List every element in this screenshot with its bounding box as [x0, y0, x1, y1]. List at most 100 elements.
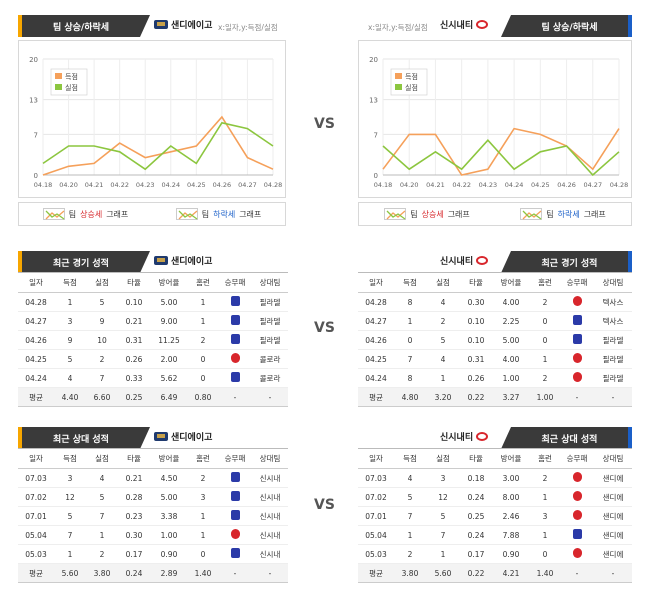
table-header-row: 일자 득점 실점 타율 방어율 홈런 승무패 상대팀 — [358, 448, 632, 469]
table-cell: 2 — [188, 330, 218, 350]
table-cell: 0.17 — [118, 544, 150, 564]
table-cell: 2 — [530, 368, 560, 388]
right-h2h-header-text: 최근 상대 성적 — [541, 434, 598, 445]
average-cell: - — [594, 563, 632, 583]
table-cell: 4.50 — [150, 468, 188, 488]
table-cell: 5 — [86, 487, 118, 507]
table-cell: 0 — [188, 349, 218, 369]
average-cell: 5.60 — [426, 563, 460, 583]
table-cell: 07.02 — [358, 487, 394, 507]
table-cell: 0 — [530, 544, 560, 564]
table-cell: 필라델 — [594, 349, 632, 369]
legend-swatch — [55, 84, 62, 90]
legend-down-item-r: 팀 하락세 그래프 — [520, 208, 606, 220]
average-cell: 0.24 — [118, 563, 150, 583]
legend-up-label: 상승세 — [80, 209, 103, 219]
right-chart-header: 팀 상승/하락세 — [511, 15, 628, 37]
result-cell — [218, 506, 252, 526]
table-cell: 2 — [86, 544, 118, 564]
average-cell: 6.60 — [86, 387, 118, 407]
column-header: 실점 — [86, 272, 118, 293]
table-cell: 1.00 — [492, 368, 530, 388]
table-row: 04.26 9 10 0.31 11.25 2 필라델 — [18, 330, 288, 350]
column-header: 실점 — [426, 272, 460, 293]
h2h-accent-left — [18, 427, 22, 449]
average-cell: 평균 — [18, 563, 54, 583]
loss-badge-icon — [572, 353, 582, 363]
table-cell: 0 — [530, 330, 560, 350]
right-axis-note: x:일자,y:득점/실점 — [368, 23, 428, 32]
table-cell: 07.03 — [358, 468, 394, 488]
average-cell: 6.49 — [150, 387, 188, 407]
right-recent-header: 최근 경기 성적 — [511, 251, 628, 273]
x-tick-label: 04.27 — [583, 181, 602, 189]
table-cell: 04.26 — [18, 330, 54, 350]
table-cell: 4 — [86, 468, 118, 488]
legend-up-prefix-r: 팀 — [410, 209, 418, 219]
x-tick-label: 04.20 — [400, 181, 419, 189]
win-badge-icon — [572, 529, 582, 539]
table-cell: 11.25 — [150, 330, 188, 350]
table-header-row: 일자 득점 실점 타율 방어율 홈런 승무패 상대팀 — [358, 272, 632, 293]
legend-up-item: 팀 상승세 그래프 — [42, 208, 129, 220]
right-h2h-table: 일자 득점 실점 타율 방어율 홈런 승무패 상대팀 07.03 4 3 0.18 3.00 2 샌디에 07… — [358, 448, 632, 583]
table-row: 04.24 8 1 0.26 1.00 2 필라델 — [358, 368, 632, 388]
win-badge-icon — [230, 548, 240, 558]
table-cell: 1 — [188, 311, 218, 331]
table-row: 04.27 3 9 0.21 9.00 1 필라델 — [18, 311, 288, 331]
average-cell: 3.80 — [394, 563, 426, 583]
table-row: 07.01 5 7 0.23 3.38 1 신시내 — [18, 506, 288, 526]
padres-logo-icon — [154, 432, 168, 441]
table-cell: 2 — [188, 468, 218, 488]
table-cell: 1 — [188, 506, 218, 526]
average-cell: - — [218, 387, 252, 407]
average-cell: - — [560, 387, 594, 407]
left-trend-chart: 0 7 13 20 04.18 04.20 04.21 04.22 04.23 04.24 04.2… — [29, 56, 282, 189]
legend-label: 득점 — [65, 73, 78, 81]
table-cell: 0.90 — [492, 544, 530, 564]
result-cell — [218, 487, 252, 507]
table-cell: 5 — [54, 506, 86, 526]
vs-label-mid: VS — [314, 320, 335, 336]
table-cell: 0.24 — [460, 487, 492, 507]
series-line-0 — [382, 127, 620, 176]
table-row: 04.28 8 4 0.30 4.00 2 텍사스 — [358, 292, 632, 312]
legend-up-suffix: 그래프 — [106, 209, 129, 219]
table-cell: 0.28 — [118, 487, 150, 507]
series-line-0 — [42, 115, 274, 176]
average-cell: 3.27 — [492, 387, 530, 407]
result-cell — [218, 544, 252, 564]
y-tick-label: 20 — [29, 56, 38, 64]
y-tick-label: 7 — [374, 131, 378, 139]
table-cell: 0.21 — [118, 468, 150, 488]
column-header: 상대팀 — [594, 448, 632, 469]
left-recent-header-text: 최근 경기 성적 — [53, 258, 109, 269]
table-cell: 3 — [54, 468, 86, 488]
table-cell: 0.31 — [460, 349, 492, 369]
header-notch — [140, 251, 150, 273]
column-header: 승무패 — [560, 272, 594, 293]
x-tick-label: 04.22 — [452, 181, 471, 189]
table-cell: 7 — [394, 506, 426, 526]
down-graph-icon — [520, 208, 543, 220]
average-cell: 0.25 — [118, 387, 150, 407]
legend-swatch — [395, 84, 402, 90]
table-cell: 7 — [394, 349, 426, 369]
y-tick-label: 7 — [34, 131, 38, 139]
result-cell — [218, 311, 252, 331]
left-h2h-table: 일자 득점 실점 타율 방어율 홈런 승무패 상대팀 07.03 3 4 0.21 4.50 2 신시내 07… — [18, 448, 288, 583]
table-cell: 2 — [530, 468, 560, 488]
right-h2h-header: 최근 상대 성적 — [511, 427, 628, 449]
right-recent-team-name: 신시내티 — [440, 257, 474, 267]
result-cell — [560, 330, 594, 350]
table-cell: 0 — [188, 368, 218, 388]
average-cell: 0.22 — [460, 387, 492, 407]
column-header: 홈런 — [530, 272, 560, 293]
table-cell: 12 — [426, 487, 460, 507]
vs-label-bottom: VS — [314, 497, 335, 513]
x-tick-label: 04.18 — [34, 181, 53, 189]
loss-badge-icon — [572, 296, 582, 306]
x-tick-label: 04.28 — [610, 181, 629, 189]
win-badge-icon — [230, 472, 240, 482]
